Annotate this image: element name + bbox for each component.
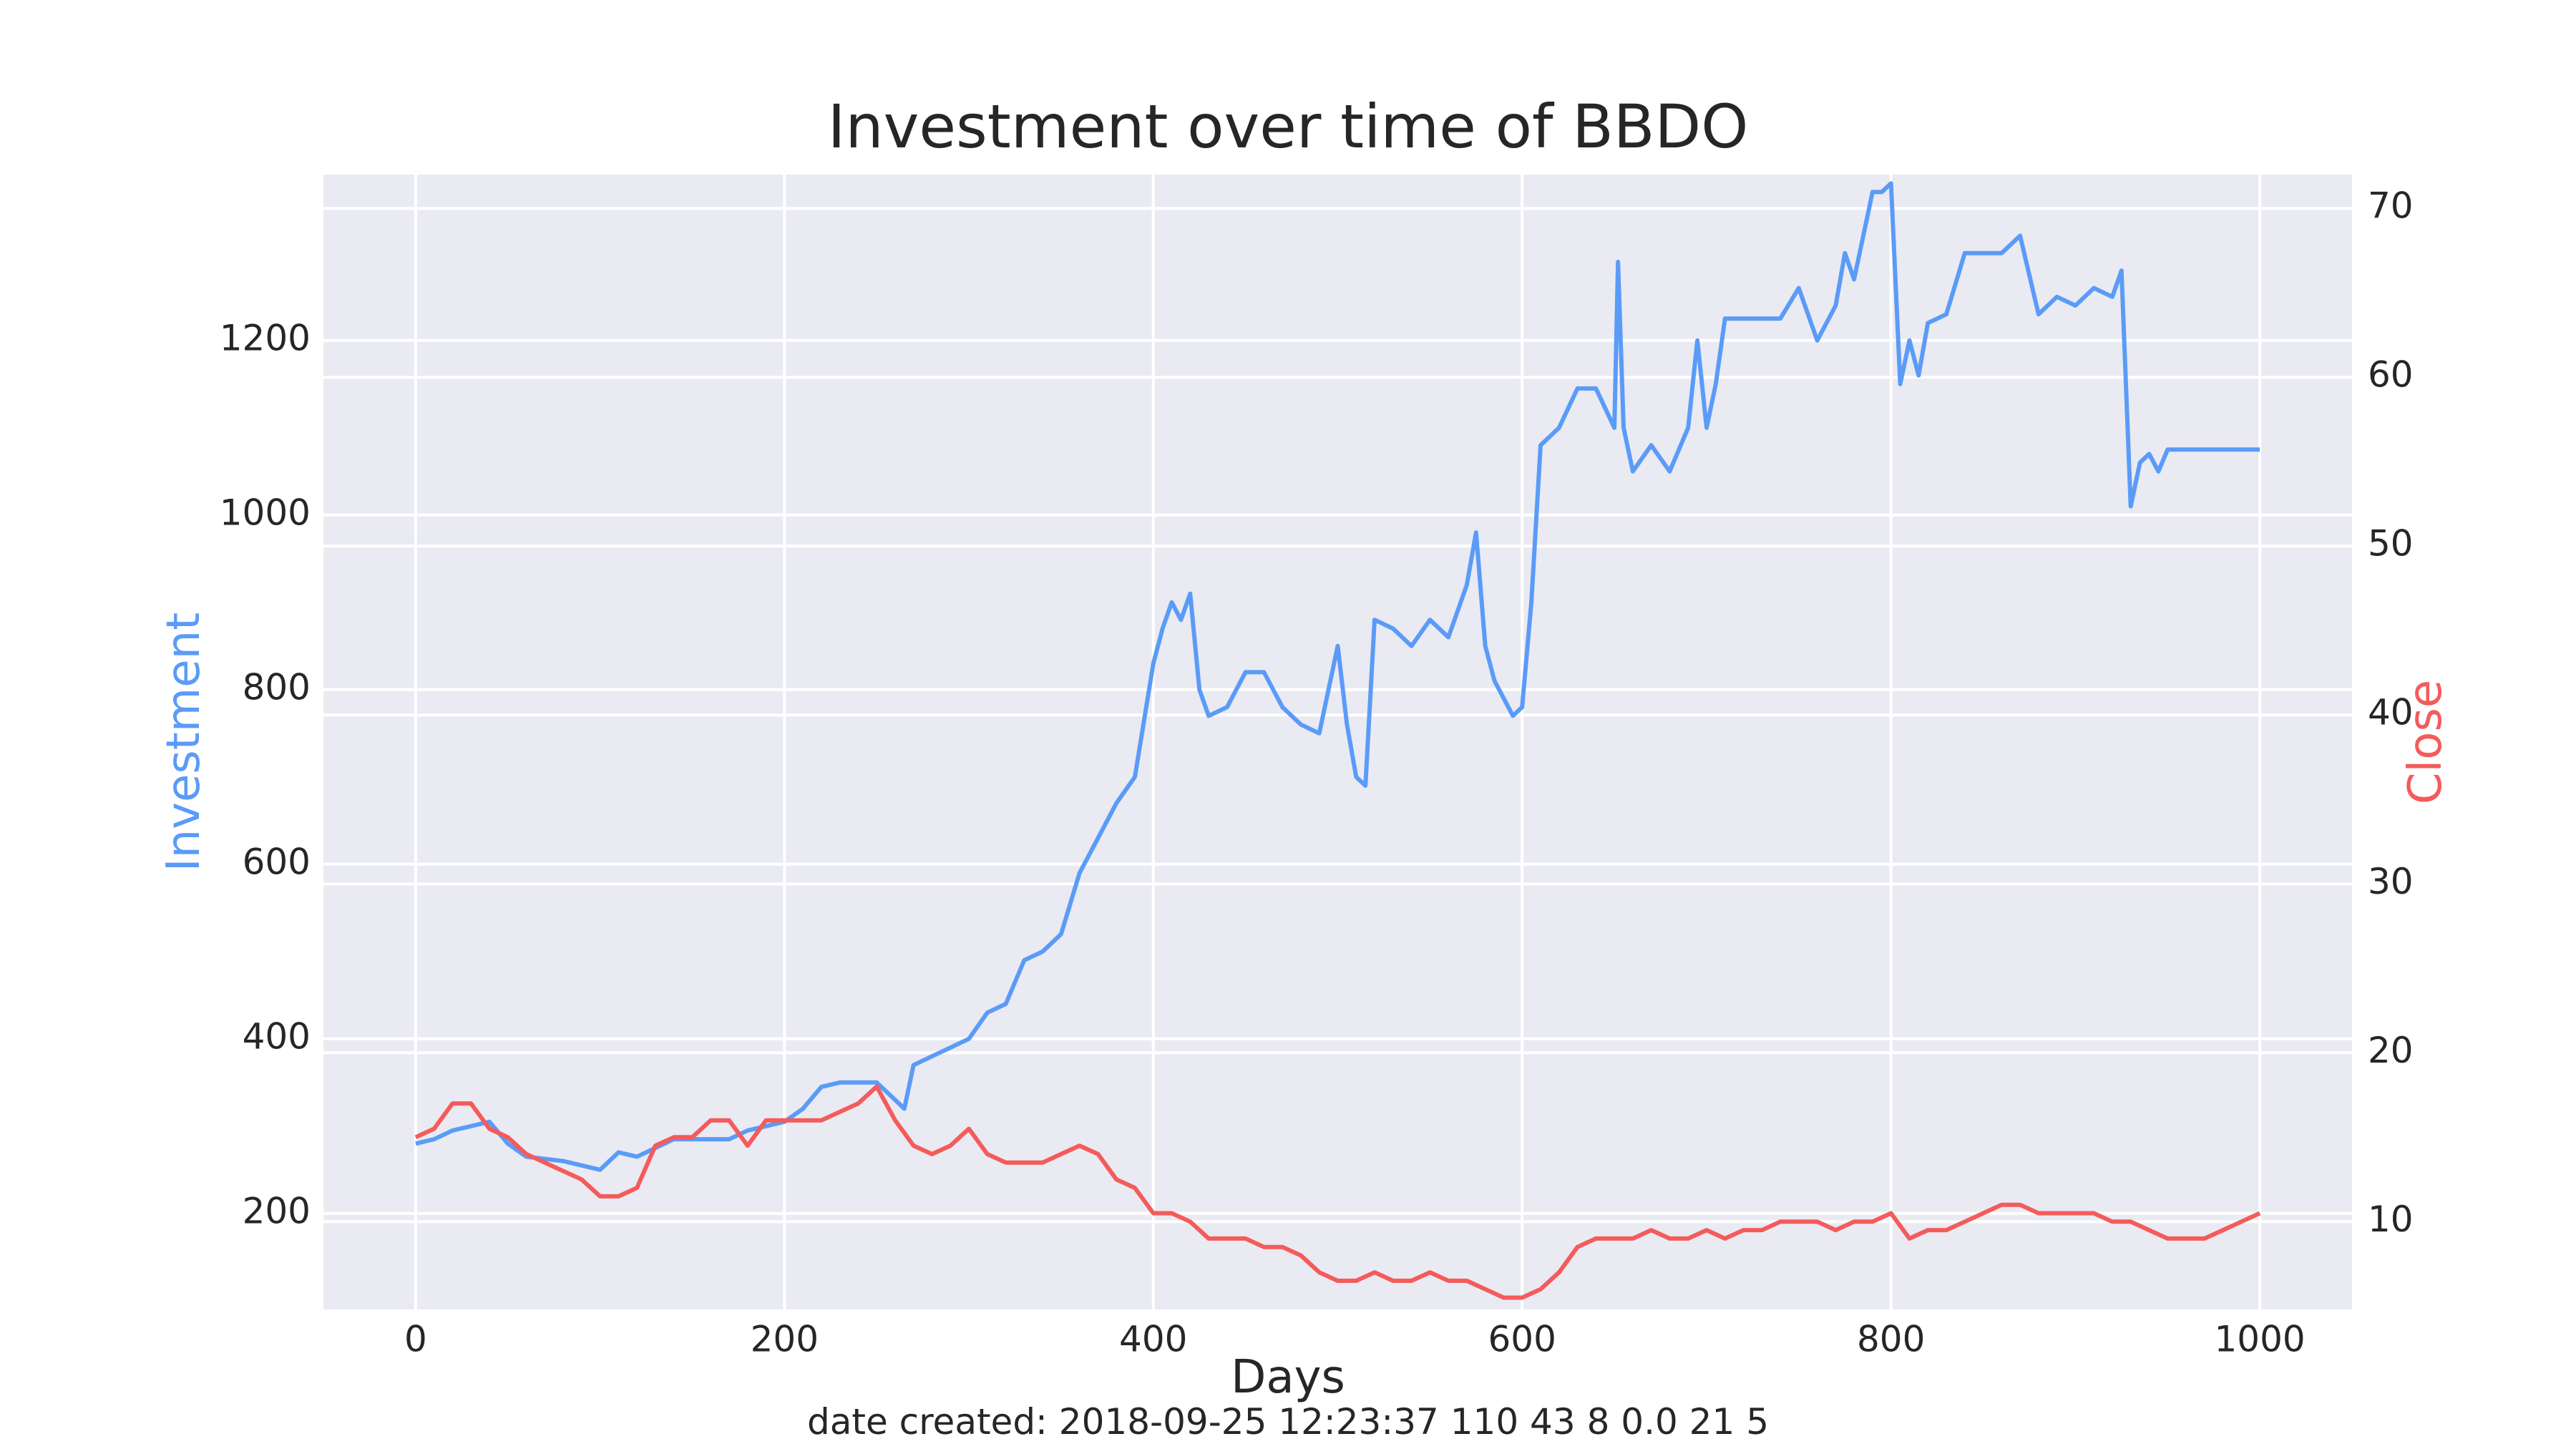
close-series-line [414,1084,2261,1300]
y-tick-label-right: 30 [2368,861,2414,902]
y-tick-label-left: 400 [243,1015,311,1057]
x-tick-label: 800 [1857,1319,1925,1360]
tick-labels: 0 200 400 600 800 1000 200 400 600 800 1000 1200 10 2… [220,185,2414,1360]
x-tick-label: 1000 [2215,1319,2306,1360]
x-tick-label: 400 [1119,1319,1187,1360]
grid-lines [323,175,2352,1309]
y-tick-label-right: 50 [2368,523,2414,565]
chart-title: Investment over time of BBDO [827,92,1749,162]
y-tick-label-left: 200 [243,1190,311,1231]
x-axis-label: Days [1231,1351,1345,1404]
y-tick-label-left: 600 [243,841,311,882]
y-tick-label-left: 1200 [220,317,311,358]
investment-series-line [415,181,2260,1172]
plot-area [323,175,2352,1309]
x-tick-label: 200 [751,1319,819,1360]
series-lines [414,181,2261,1300]
x-tick-label: 0 [404,1319,427,1360]
y-tick-label-right: 60 [2368,354,2414,396]
y-tick-label-right: 70 [2368,185,2414,227]
y-tick-label-right: 40 [2368,692,2414,733]
y-tick-label-left: 1000 [220,492,311,533]
y-tick-label-right: 20 [2368,1030,2414,1071]
y-tick-label-right: 10 [2368,1199,2414,1240]
y-tick-label-left: 800 [243,666,311,708]
date-created-footer: date created: 2018-09-25 12:23:37 110 43… [806,1401,1770,1443]
x-tick-label: 600 [1488,1319,1556,1360]
